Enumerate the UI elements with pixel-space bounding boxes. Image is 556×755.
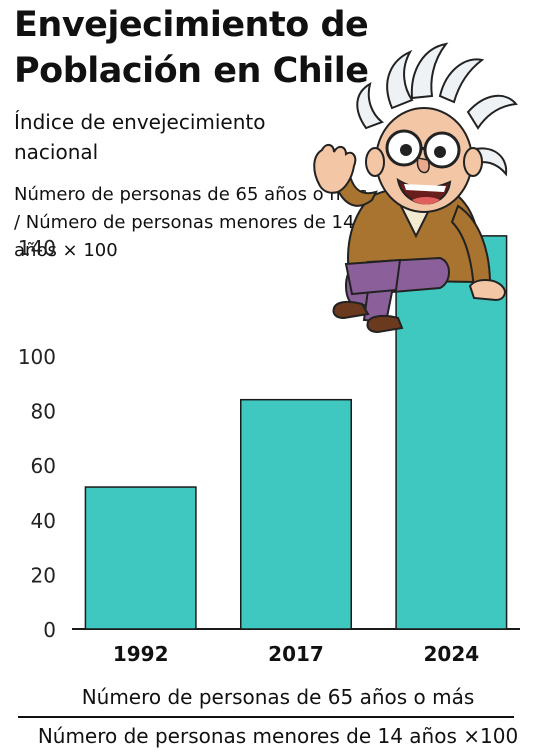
y-tick-label: 100 bbox=[18, 345, 56, 369]
bar-1992 bbox=[84, 486, 197, 630]
x-tick-label: 1992 bbox=[113, 642, 169, 666]
index-definition: Número de personas de 65 años o más / Nú… bbox=[14, 184, 368, 261]
y-tick-label: 140 bbox=[18, 236, 56, 260]
formula-denominator: Número de personas menores de 14 años ×1… bbox=[37, 724, 519, 748]
chart-subtitle: Índice de envejecimiento nacional bbox=[14, 110, 266, 164]
y-tick-label: 80 bbox=[31, 400, 56, 424]
bar-2017 bbox=[239, 398, 353, 630]
y-tick-label: 0 bbox=[43, 618, 56, 642]
y-tick-label: 60 bbox=[31, 454, 56, 478]
bar-chart: 0 20 40 60 80 100 140 1992 2017 2024 bbox=[18, 42, 520, 666]
x-tick-label: 2017 bbox=[268, 642, 324, 666]
cartoon-elderly-man-illustration bbox=[313, 42, 518, 334]
fraction-line bbox=[18, 716, 514, 718]
y-tick-label: 40 bbox=[31, 509, 56, 533]
x-tick-label: 2024 bbox=[423, 642, 479, 666]
y-tick-label: 20 bbox=[31, 563, 56, 587]
formula-numerator: Número de personas de 65 años o más bbox=[81, 685, 475, 709]
chart-title: Envejecimiento de Población en Chile bbox=[14, 5, 369, 91]
